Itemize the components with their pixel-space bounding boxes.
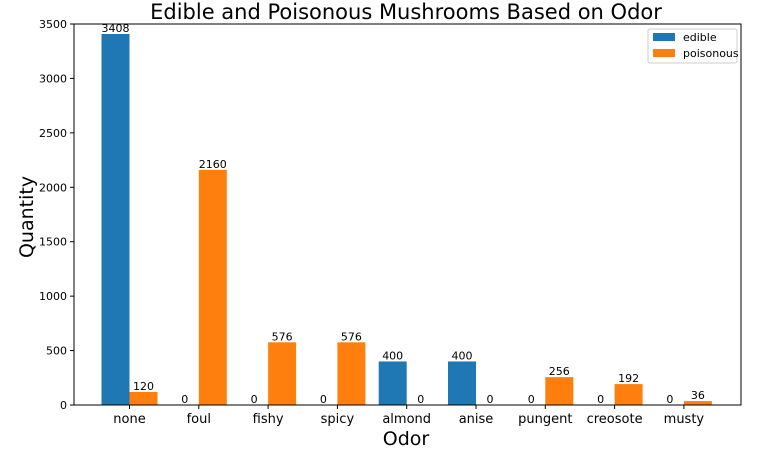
- x-tick-label: foul: [187, 412, 211, 427]
- bar-poisonous: [337, 342, 366, 405]
- data-label-edible: 0: [251, 393, 258, 406]
- bar-poisonous: [198, 169, 227, 405]
- data-label-edible: 0: [320, 393, 327, 406]
- data-label-poisonous: 36: [691, 389, 705, 402]
- x-tick-label: creosote: [587, 412, 643, 427]
- data-label-edible: 400: [452, 349, 473, 362]
- bar-edible: [101, 34, 130, 405]
- x-tick-label: fishy: [253, 412, 284, 427]
- y-axis-label: Quantity: [16, 176, 38, 258]
- data-label-poisonous: 576: [272, 330, 293, 343]
- data-label-edible: 3408: [102, 22, 130, 35]
- y-tick-label: 1500: [39, 236, 67, 249]
- plot-area: 0 500 1000 1500 2000 2500 3000 3500 none 3408 120 f…: [39, 18, 712, 427]
- data-label-poisonous: 576: [341, 330, 362, 343]
- legend-swatch-edible: [653, 33, 675, 41]
- y-tick-label: 3000: [39, 72, 67, 85]
- data-label-edible: 0: [528, 393, 535, 406]
- bar-poisonous: [683, 401, 712, 405]
- bar-poisonous: [129, 391, 158, 405]
- x-tick-label: spicy: [321, 412, 355, 427]
- x-tick-label: almond: [382, 412, 431, 427]
- data-label-poisonous: 2160: [199, 158, 227, 171]
- data-label-edible: 0: [597, 393, 604, 406]
- x-tick-label: none: [113, 412, 145, 427]
- data-label-poisonous: 120: [133, 380, 154, 393]
- y-tick-label: 0: [60, 399, 67, 412]
- legend-label-edible: edible: [683, 31, 717, 44]
- y-tick-label: 2500: [39, 127, 67, 140]
- data-label-poisonous: 0: [417, 393, 424, 406]
- bar-edible: [448, 361, 476, 405]
- data-label-edible: 400: [382, 349, 403, 362]
- y-tick-label: 1000: [39, 290, 67, 303]
- data-label-poisonous: 256: [549, 365, 570, 378]
- y-tick-label: 500: [46, 345, 67, 358]
- bar-poisonous: [614, 384, 643, 405]
- data-label-edible: 0: [666, 393, 673, 406]
- legend-swatch-poisonous: [653, 49, 675, 57]
- x-axis-label: Odor: [383, 428, 430, 450]
- bar-edible: [378, 361, 407, 405]
- bar-poisonous: [545, 377, 574, 405]
- legend-label-poisonous: poisonous: [683, 47, 739, 60]
- legend: edible poisonous: [647, 28, 739, 64]
- x-tick-label: pungent: [518, 412, 572, 427]
- bar-poisonous: [268, 342, 297, 405]
- data-label-edible: 0: [181, 393, 188, 406]
- chart-title: Edible and Poisonous Mushrooms Based on …: [150, 0, 662, 24]
- data-label-poisonous: 192: [618, 372, 639, 385]
- data-label-poisonous: 0: [487, 393, 494, 406]
- y-tick-label: 3500: [39, 18, 67, 31]
- y-tick-label: 2000: [39, 181, 67, 194]
- x-tick-label: anise: [459, 412, 494, 427]
- plot-frame: [73, 23, 742, 406]
- x-tick-label: musty: [664, 412, 705, 427]
